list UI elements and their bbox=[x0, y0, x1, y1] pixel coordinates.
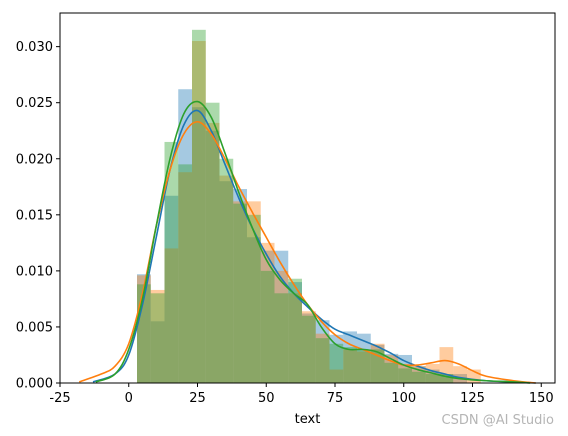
histogram-bar bbox=[343, 347, 357, 383]
y-tick-label: 0.030 bbox=[16, 40, 53, 55]
histogram-bar bbox=[329, 369, 344, 383]
histogram-bar bbox=[233, 189, 247, 383]
histogram-bar bbox=[425, 374, 440, 383]
histogram-bars bbox=[137, 29, 481, 384]
histogram-bar bbox=[274, 293, 289, 383]
histogram-bar bbox=[192, 41, 206, 383]
y-tick-label: 0.015 bbox=[16, 208, 53, 223]
histogram-bar bbox=[164, 141, 179, 383]
histogram-bar bbox=[315, 333, 330, 383]
histogram-bar bbox=[205, 102, 220, 383]
histogram-bar bbox=[219, 181, 234, 383]
x-tick-label: 0 bbox=[125, 391, 133, 406]
x-tick-label: 50 bbox=[258, 391, 275, 406]
histogram-bar bbox=[260, 270, 275, 383]
histogram-bar bbox=[288, 293, 302, 383]
plot-frame bbox=[59, 12, 556, 384]
histogram-bar bbox=[247, 201, 261, 383]
histogram-bar bbox=[302, 313, 316, 383]
histogram-bar bbox=[412, 371, 426, 383]
kde-curve bbox=[95, 100, 531, 384]
histogram-bar bbox=[274, 270, 289, 383]
histogram-bar bbox=[315, 320, 330, 383]
histogram-bar bbox=[178, 164, 192, 383]
histogram-bar bbox=[398, 363, 412, 383]
histogram-bar bbox=[302, 311, 316, 383]
kde-curves bbox=[78, 100, 536, 384]
x-axis-label: text bbox=[295, 412, 321, 427]
histogram-bar bbox=[288, 282, 302, 383]
histogram-bar bbox=[357, 333, 371, 383]
histogram-bar bbox=[150, 289, 165, 383]
histogram-bar bbox=[384, 362, 399, 383]
histogram-bar bbox=[260, 250, 275, 383]
histogram-bar bbox=[398, 368, 412, 383]
x-tick-label: -25 bbox=[49, 391, 70, 406]
watermark: CSDN @AI Studio bbox=[441, 413, 554, 428]
histogram-bar bbox=[150, 293, 165, 383]
histogram-bar bbox=[233, 201, 247, 383]
histogram-bar bbox=[178, 89, 192, 384]
histogram-bar bbox=[453, 366, 467, 383]
histogram-bar bbox=[357, 349, 371, 383]
histogram-bar bbox=[343, 349, 357, 383]
x-tick-label: 75 bbox=[327, 391, 344, 406]
histogram-bar bbox=[329, 343, 344, 383]
x-tick-label: 125 bbox=[460, 391, 485, 406]
histogram-bar bbox=[219, 175, 234, 383]
x-axis: -25 0 25 50 75 100 125 150 bbox=[49, 383, 554, 406]
histogram-bar bbox=[315, 338, 330, 383]
x-tick-label: 150 bbox=[529, 391, 554, 406]
histogram-bar bbox=[357, 351, 371, 383]
histogram-bar bbox=[288, 278, 302, 383]
y-tick-label: 0.000 bbox=[16, 377, 53, 392]
histogram-bar bbox=[302, 315, 316, 383]
histogram-bar bbox=[219, 158, 234, 383]
histogram-bar bbox=[192, 107, 206, 384]
histogram-bar bbox=[439, 374, 454, 383]
histogram-bar bbox=[192, 29, 206, 383]
y-tick-label: 0.010 bbox=[16, 264, 53, 279]
histogram-bar bbox=[343, 331, 357, 383]
histogram-bar bbox=[260, 242, 275, 383]
histogram-bar bbox=[205, 130, 220, 383]
histogram-bar bbox=[164, 195, 179, 383]
x-tick-label: 100 bbox=[391, 391, 416, 406]
histogram-bar bbox=[233, 203, 247, 383]
y-tick-label: 0.025 bbox=[16, 96, 53, 111]
histogram-bar bbox=[439, 374, 454, 383]
histogram-bar bbox=[164, 248, 179, 383]
histogram-bar bbox=[247, 237, 261, 383]
y-tick-label: 0.020 bbox=[16, 152, 53, 167]
y-tick-label: 0.005 bbox=[16, 320, 53, 335]
histogram-bar bbox=[150, 321, 165, 383]
x-tick-label: 25 bbox=[189, 391, 206, 406]
histogram-bar bbox=[205, 122, 220, 383]
y-axis: 0.000 0.005 0.010 0.015 0.020 0.025 0.030 bbox=[16, 40, 60, 392]
histogram-bar bbox=[178, 172, 192, 383]
histogram-bar bbox=[247, 214, 261, 383]
